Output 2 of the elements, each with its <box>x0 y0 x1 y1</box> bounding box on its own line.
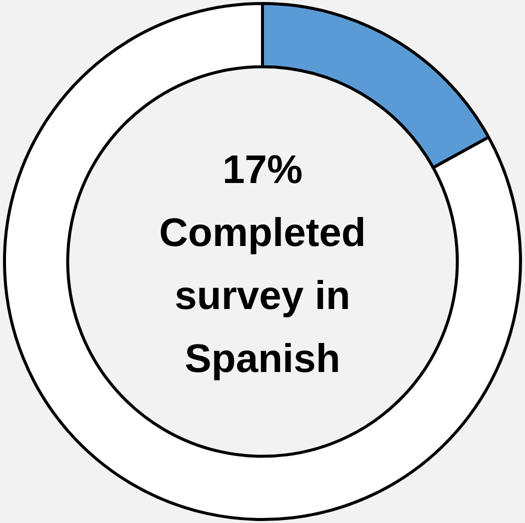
data-label: 17% <box>222 148 303 192</box>
text: Completed survey in Spanish <box>159 211 366 382</box>
